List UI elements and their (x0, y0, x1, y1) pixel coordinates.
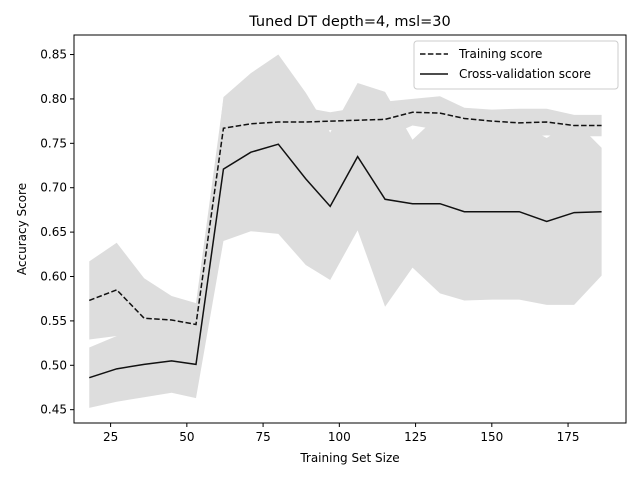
y-tick-label: 0.55 (40, 314, 67, 328)
x-axis-label: Training Set Size (299, 451, 399, 465)
confidence-bands (89, 54, 602, 408)
y-tick-label: 0.50 (40, 358, 67, 372)
y-tick-label: 0.80 (40, 92, 67, 106)
x-tick-label: 25 (103, 430, 118, 444)
legend: Training score Cross-validation score (413, 40, 619, 90)
band-series-1 (89, 54, 602, 408)
plot-frame (73, 34, 627, 424)
y-tick-label: 0.60 (40, 270, 67, 284)
y-tick-label: 0.65 (40, 225, 67, 239)
y-tick-label: 0.75 (40, 136, 67, 150)
x-tick-label: 75 (255, 430, 270, 444)
line-series-1 (89, 143, 602, 379)
line-series-0 (88, 111, 602, 326)
legend-label-training: Training score (458, 47, 542, 61)
legend-box (413, 40, 619, 90)
y-tick-label: 0.45 (40, 403, 67, 417)
y-tick-label: 0.70 (40, 181, 67, 195)
x-tick-label: 125 (404, 430, 427, 444)
x-tick-label: 175 (557, 430, 580, 444)
y-axis-label: Accuracy Score (15, 183, 29, 275)
x-tick-label: 150 (480, 430, 503, 444)
y-axis-ticks: 0.45 0.50 0.55 0.60 0.65 0.70 0.75 0.80 0.85 (40, 48, 74, 417)
legend-label-cross-validation: Cross-validation score (459, 67, 591, 81)
x-tick-label: 50 (179, 430, 194, 444)
y-tick-label: 0.85 (40, 48, 67, 62)
series-lines (88, 111, 602, 379)
x-tick-label: 100 (328, 430, 351, 444)
chart-title: Tuned DT depth=4, msl=30 (248, 14, 451, 30)
x-axis-ticks: 25 50 75 100 125 150 175 (103, 423, 580, 444)
